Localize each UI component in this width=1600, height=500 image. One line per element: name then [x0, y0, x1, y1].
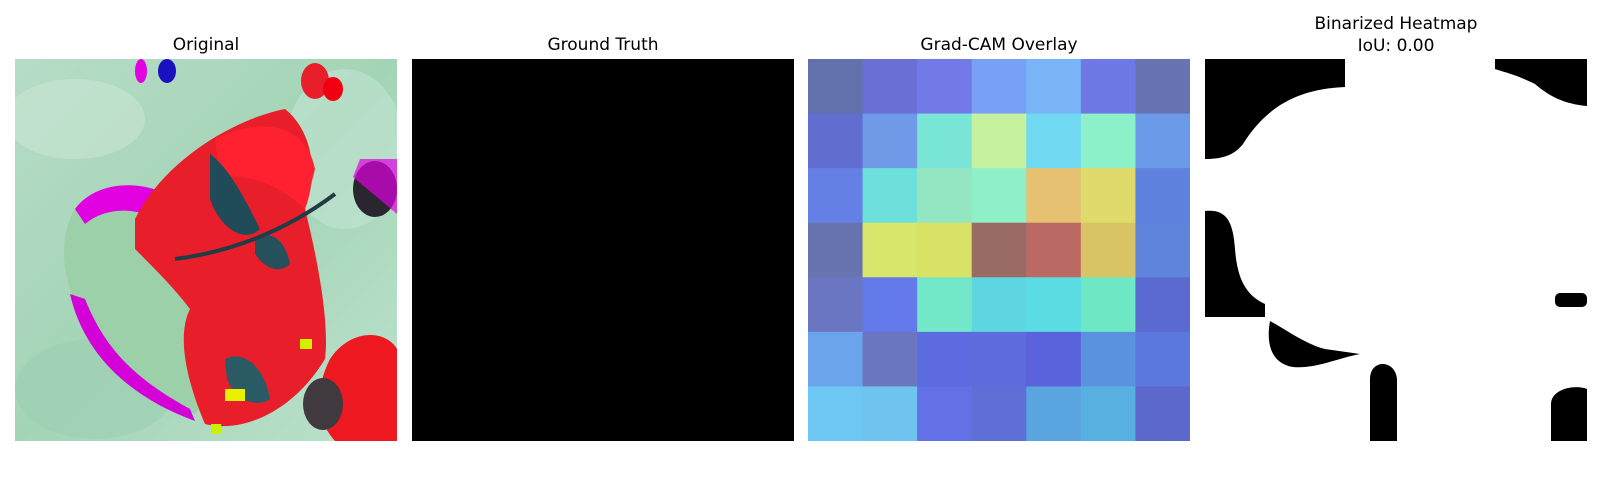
ground-truth-title: Ground Truth: [547, 35, 659, 55]
heatmap-cell: [808, 222, 864, 278]
heatmap-cell: [1026, 331, 1082, 387]
heatmap-cell: [971, 113, 1027, 169]
heatmap-cell: [1135, 277, 1190, 333]
binarized-title: Binarized Heatmap: [1314, 14, 1478, 34]
heatmap-cell: [808, 113, 864, 169]
heatmap-cell: [862, 222, 918, 278]
heatmap-cell: [971, 59, 1027, 115]
heatmap-cell: [862, 113, 918, 169]
heatmap-cell: [971, 331, 1027, 387]
heatmap-cell: [808, 386, 864, 441]
heatmap-cell: [1026, 277, 1082, 333]
heatmap-cell: [808, 331, 864, 387]
heatmap-cell: [1026, 168, 1082, 224]
heatmap-cell: [917, 168, 973, 224]
ground-truth-mask: [412, 59, 794, 441]
heatmap-cell: [917, 386, 973, 441]
original-image: [15, 59, 397, 441]
heatmap-cell: [971, 277, 1027, 333]
heatmap-cell: [1026, 222, 1082, 278]
heatmap-cell: [1080, 59, 1136, 115]
heatmap-cell: [1026, 59, 1082, 115]
heatmap-cell: [1080, 168, 1136, 224]
binarized-mask: [1205, 59, 1587, 441]
heatmap-cell: [917, 222, 973, 278]
heatmap-cell: [862, 331, 918, 387]
ground-truth-panel: Ground Truth: [412, 0, 794, 500]
heatmap-cell: [1135, 222, 1190, 278]
heatmap-cell: [1080, 331, 1136, 387]
heatmap-cell: [1026, 113, 1082, 169]
heatmap-cell: [1135, 168, 1190, 224]
heatmap-cell: [808, 277, 864, 333]
gradcam-title: Grad-CAM Overlay: [920, 35, 1078, 55]
heatmap-cell: [917, 59, 973, 115]
heatmap-cell: [808, 59, 864, 115]
heatmap-cell: [1135, 386, 1190, 441]
heatmap-cell: [1135, 113, 1190, 169]
heatmap-cell: [1026, 386, 1082, 441]
iou-label: IoU: 0.00: [1357, 36, 1435, 56]
heatmap-cell: [808, 168, 864, 224]
original-panel: Original: [15, 0, 397, 500]
heatmap-cell: [971, 386, 1027, 441]
heatmap-cell: [917, 331, 973, 387]
heatmap-cell: [971, 168, 1027, 224]
gradcam-panel: Grad-CAM Overlay: [808, 0, 1190, 500]
heatmap-cell: [1080, 113, 1136, 169]
heatmap-cell: [917, 113, 973, 169]
heatmap-cell: [1080, 222, 1136, 278]
binarized-panel: Binarized Heatmap IoU: 0.00: [1205, 0, 1587, 500]
heatmap-cell: [1080, 277, 1136, 333]
heatmap-cell: [862, 277, 918, 333]
heatmap-cell: [1080, 386, 1136, 441]
heatmap-cell: [917, 277, 973, 333]
heatmap-cell: [862, 59, 918, 115]
heatmap-cell: [862, 386, 918, 441]
gradcam-heatmap: [808, 59, 1190, 441]
heatmap-cell: [1135, 331, 1190, 387]
original-title: Original: [172, 35, 240, 55]
heatmap-cell: [971, 222, 1027, 278]
heatmap-cell: [1135, 59, 1190, 115]
heatmap-cell: [862, 168, 918, 224]
